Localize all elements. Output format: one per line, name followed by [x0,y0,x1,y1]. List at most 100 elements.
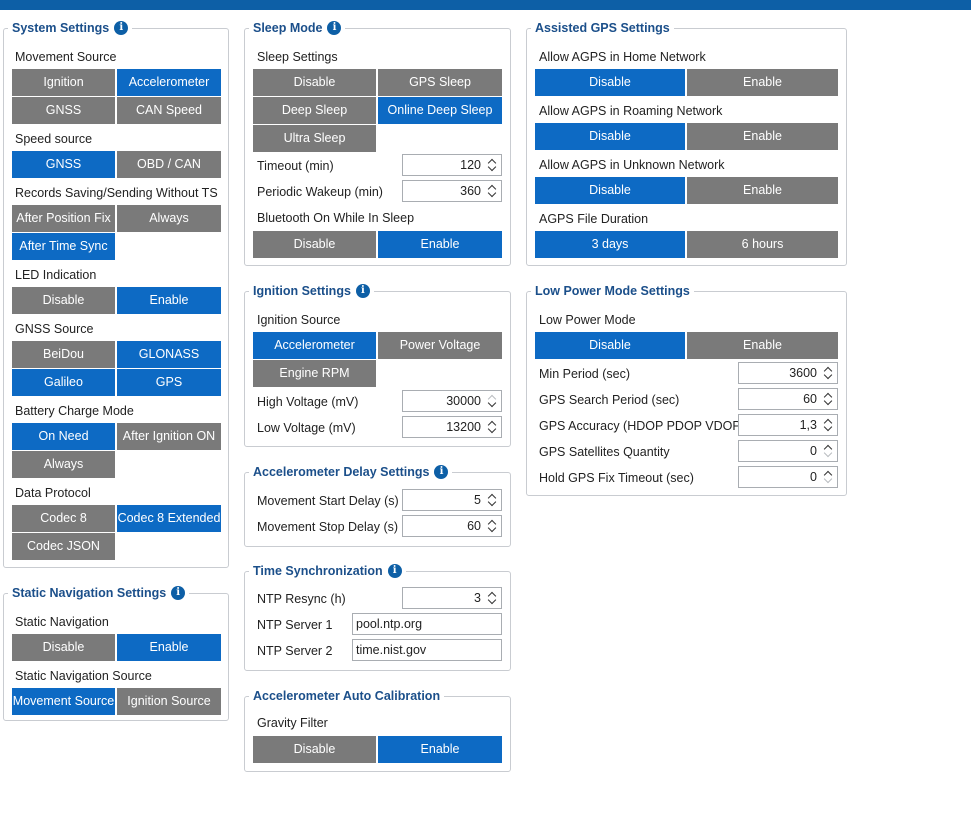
top-bar [0,0,971,10]
info-icon[interactable]: i [434,465,449,479]
bluetooth-sleep-enable-button[interactable]: Enable [378,231,502,258]
info-icon[interactable]: i [387,564,402,578]
protocol-codec8-extended-button[interactable]: Codec 8 Extended [117,505,221,532]
ntp-resync-input[interactable]: 3 [402,587,502,609]
info-icon[interactable]: i [171,586,186,600]
speed-source-obd-can-button[interactable]: OBD / CAN [117,151,221,178]
sleep-gps-sleep-button[interactable]: GPS Sleep [378,69,502,96]
movement-source-gnss-button[interactable]: GNSS [12,97,115,124]
battery-after-ignition-button[interactable]: After Ignition ON [117,423,221,450]
speed-source-gnss-button[interactable]: GNSS [12,151,115,178]
spinner-arrows-icon[interactable] [823,365,834,381]
gps-satellites-input[interactable]: 0 [738,440,838,462]
movement-start-delay-input[interactable]: 5 [402,489,502,511]
ignition-power-voltage-button[interactable]: Power Voltage [378,332,502,359]
static-navigation-enable-button[interactable]: Enable [117,634,221,661]
gnss-gps-button[interactable]: GPS [117,369,221,396]
low-power-disable-button[interactable]: Disable [535,332,685,359]
low-power-enable-button[interactable]: Enable [687,332,838,359]
gnss-galileo-button[interactable]: Galileo [12,369,115,396]
spinner-arrows-icon[interactable] [487,393,498,409]
agps-duration-3days-button[interactable]: 3 days [535,231,685,258]
low-voltage-label: Low Voltage (mV) [257,421,356,435]
static-navigation-panel: Static Navigation Settings i Static Navi… [3,585,229,721]
sleep-online-deep-sleep-button[interactable]: Online Deep Sleep [378,97,502,124]
accelerometer-calibration-panel: Accelerometer Auto Calibration Gravity F… [244,688,511,772]
timeout-label: Timeout (min) [257,159,334,173]
static-navigation-disable-button[interactable]: Disable [12,634,115,661]
protocol-codec8-button[interactable]: Codec 8 [12,505,115,532]
battery-on-need-button[interactable]: On Need [12,423,115,450]
ntp-server2-input[interactable]: time.nist.gov [352,639,502,661]
spinner-arrows-icon[interactable] [487,419,498,435]
info-icon[interactable]: i [355,284,370,298]
gnss-beidou-button[interactable]: BeiDou [12,341,115,368]
gps-accuracy-value: 1,3 [799,418,817,432]
hold-gps-fix-input[interactable]: 0 [738,466,838,488]
sleep-ultra-sleep-button[interactable]: Ultra Sleep [253,125,376,152]
spinner-arrows-icon[interactable] [487,590,498,606]
gps-accuracy-label: GPS Accuracy (HDOP PDOP VDOP) [539,419,745,433]
spinner-arrows-icon[interactable] [823,417,834,433]
sleep-disable-button[interactable]: Disable [253,69,376,96]
battery-always-button[interactable]: Always [12,451,115,478]
spinner-arrows-icon[interactable] [487,492,498,508]
records-always-button[interactable]: Always [117,205,221,232]
high-voltage-input[interactable]: 30000 [402,390,502,412]
agps-roaming-label: Allow AGPS in Roaming Network [539,104,723,118]
agps-home-disable-button[interactable]: Disable [535,69,685,96]
records-after-position-fix-button[interactable]: After Position Fix [12,205,115,232]
ntp-resync-label: NTP Resync (h) [257,592,346,606]
info-icon[interactable]: i [327,21,342,35]
low-voltage-input[interactable]: 13200 [402,416,502,438]
gps-satellites-label: GPS Satellites Quantity [539,445,670,459]
agps-title-text: Assisted GPS Settings [535,21,670,35]
spinner-arrows-icon[interactable] [487,518,498,534]
spinner-arrows-icon[interactable] [823,391,834,407]
movement-stop-delay-input[interactable]: 60 [402,515,502,537]
spinner-arrows-icon[interactable] [823,469,834,485]
gnss-glonass-button[interactable]: GLONASS [117,341,221,368]
gravity-filter-enable-button[interactable]: Enable [378,736,502,763]
ntp-server2-label: NTP Server 2 [257,644,333,658]
time-sync-panel: Time Synchronization i NTP Resync (h) 3 … [244,563,511,671]
movement-source-ignition-button[interactable]: Ignition [12,69,115,96]
min-period-input[interactable]: 3600 [738,362,838,384]
accelerometer-calibration-title: Accelerometer Auto Calibration [249,688,445,704]
periodic-wakeup-value: 360 [460,184,481,198]
static-navigation-source-label: Static Navigation Source [15,669,152,683]
agps-unknown-enable-button[interactable]: Enable [687,177,838,204]
led-disable-button[interactable]: Disable [12,287,115,314]
gravity-filter-disable-button[interactable]: Disable [253,736,376,763]
movement-start-delay-value: 5 [474,493,481,507]
agps-home-enable-button[interactable]: Enable [687,69,838,96]
agps-roaming-disable-button[interactable]: Disable [535,123,685,150]
protocol-codec-json-button[interactable]: Codec JSON [12,533,115,560]
gps-search-period-input[interactable]: 60 [738,388,838,410]
static-nav-ignition-source-button[interactable]: Ignition Source [117,688,221,715]
ignition-accelerometer-button[interactable]: Accelerometer [253,332,376,359]
timeout-input[interactable]: 120 [402,154,502,176]
ignition-source-label: Ignition Source [257,313,341,327]
info-icon[interactable]: i [114,21,129,35]
ignition-settings-title-text: Ignition Settings [253,284,351,298]
movement-source-accelerometer-button[interactable]: Accelerometer [117,69,221,96]
agps-duration-6hours-button[interactable]: 6 hours [687,231,838,258]
ntp-server1-input[interactable]: pool.ntp.org [352,613,502,635]
records-after-time-sync-button[interactable]: After Time Sync [12,233,115,260]
movement-source-can-speed-button[interactable]: CAN Speed [117,97,221,124]
spinner-arrows-icon[interactable] [823,443,834,459]
spinner-arrows-icon[interactable] [487,183,498,199]
sleep-mode-title-text: Sleep Mode [253,21,323,35]
agps-roaming-enable-button[interactable]: Enable [687,123,838,150]
bluetooth-sleep-disable-button[interactable]: Disable [253,231,376,258]
periodic-wakeup-input[interactable]: 360 [402,180,502,202]
sleep-deep-sleep-button[interactable]: Deep Sleep [253,97,376,124]
spinner-arrows-icon[interactable] [487,157,498,173]
ignition-engine-rpm-button[interactable]: Engine RPM [253,360,376,387]
gps-accuracy-input[interactable]: 1,3 [738,414,838,436]
agps-unknown-disable-button[interactable]: Disable [535,177,685,204]
led-enable-button[interactable]: Enable [117,287,221,314]
gps-search-period-value: 60 [803,392,817,406]
static-nav-movement-source-button[interactable]: Movement Source [12,688,115,715]
